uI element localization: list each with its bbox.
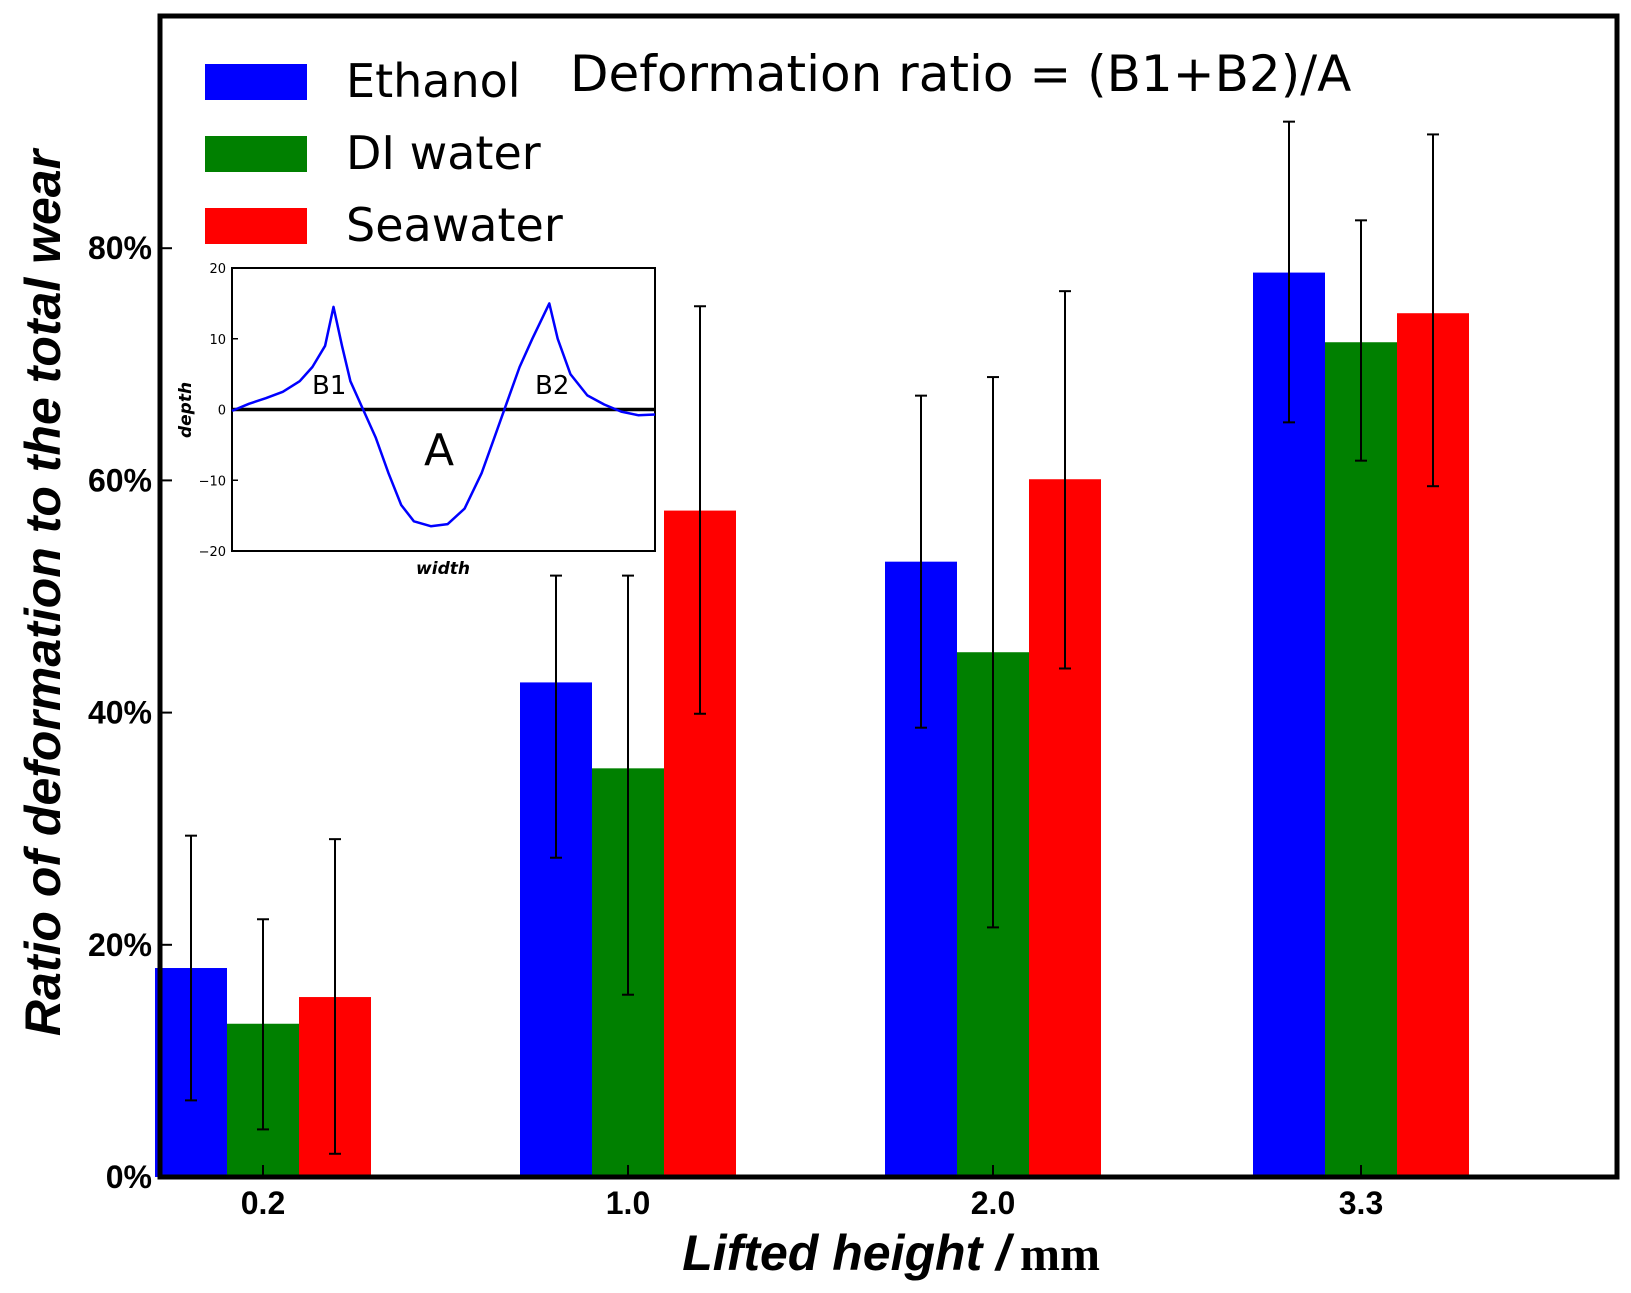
legend: Ethanol DI water Seawater	[205, 54, 563, 252]
inset-label-a: A	[424, 425, 454, 476]
x-axis-title: Lifted height /	[682, 1225, 1015, 1281]
bar-di-water-3	[1325, 342, 1397, 1178]
legend-swatch-0	[205, 64, 307, 100]
legend-label-2: Seawater	[346, 198, 563, 252]
inset-y-tick-label: −20	[199, 545, 226, 560]
inset-label-b1: B1	[312, 371, 346, 401]
error-bars-layer	[185, 120, 1439, 1155]
inset-y-tick-label: 10	[209, 333, 226, 348]
y-tick-label: 60%	[88, 462, 152, 498]
plot-frame	[157, 13, 1620, 1180]
x-tick-label: 2.0	[971, 1185, 1015, 1221]
y-tick-label: 0%	[106, 1159, 152, 1195]
y-tick-label: 20%	[88, 927, 152, 963]
legend-label-1: DI water	[346, 126, 541, 180]
axes-layer: 0% 20% 40% 60% 80% 0.2 1.0 2.0 3.3 Lifted height …	[15, 13, 1620, 1281]
legend-swatch-2	[205, 208, 307, 244]
inset-y-tick-label: 20	[209, 262, 226, 277]
inset-y-tick-label: 0	[218, 404, 226, 419]
y-tick-label: 80%	[88, 230, 152, 266]
x-axis-unit: mm	[1020, 1228, 1100, 1281]
y-axis-title: Ratio of deformation to the total wear	[15, 147, 71, 1036]
legend-label-0: Ethanol	[346, 54, 521, 108]
legend-swatch-1	[205, 136, 307, 172]
x-tick-label: 1.0	[606, 1185, 650, 1221]
y-tick-label: 40%	[88, 695, 152, 731]
inset-y-axis-title: depth	[176, 382, 196, 438]
x-tick-label: 0.2	[241, 1185, 285, 1221]
inset-profile-line	[231, 302, 656, 528]
x-tick-label: 3.3	[1339, 1185, 1383, 1221]
inset-y-tick-label: −10	[199, 474, 226, 489]
inset-label-b2: B2	[535, 371, 569, 401]
deformation-ratio-formula: Deformation ratio = (B1+B2)/A	[570, 45, 1351, 103]
inset-x-axis-title: width	[416, 559, 470, 579]
